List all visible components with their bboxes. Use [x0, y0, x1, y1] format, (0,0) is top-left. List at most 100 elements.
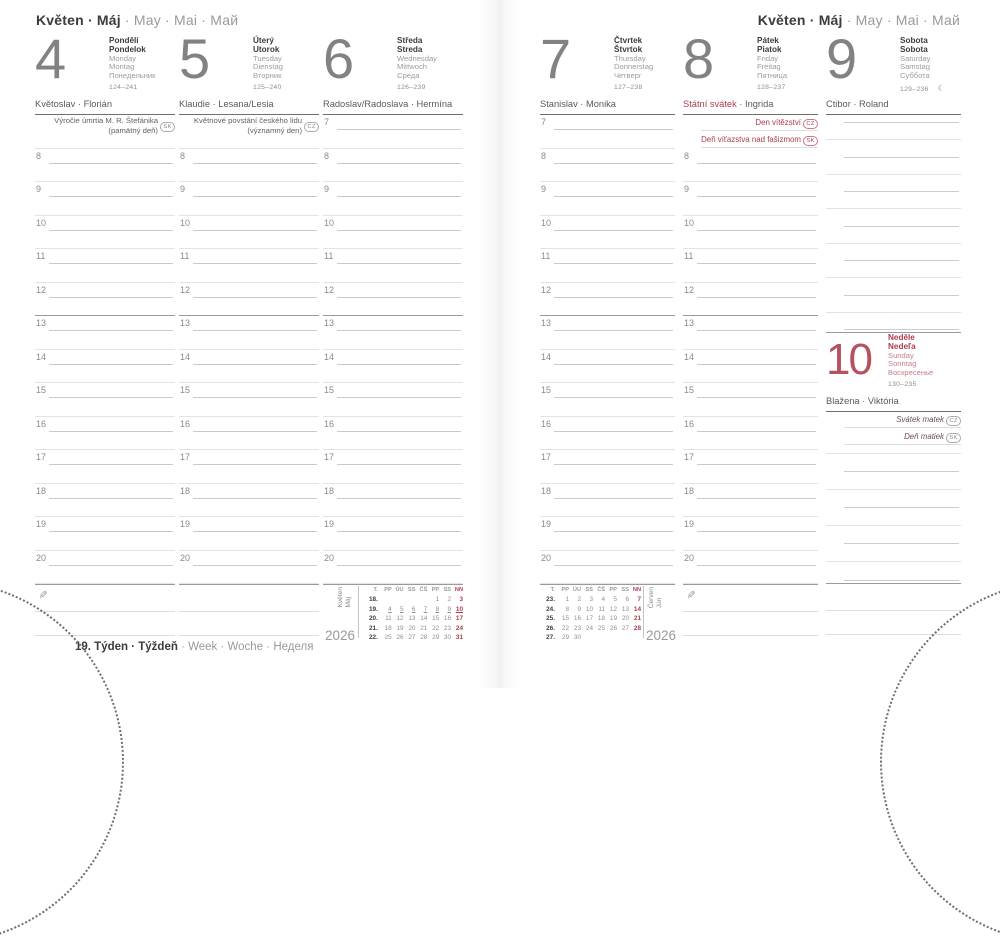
day-name-bold: Pondelok	[109, 44, 146, 54]
month-header-bold: Květen · Máj	[757, 12, 843, 28]
week-row: 21. 18 19 20 21 22 23 24	[364, 624, 463, 633]
day-header: 6 Středa Streda Wednesday Mittwoch Среда 126–2…	[323, 28, 463, 98]
holiday-note-line: Květnové povstání českého lidu	[193, 116, 302, 125]
writing-line	[844, 294, 959, 296]
half-hour-line	[35, 382, 175, 383]
calendar-day: 19	[609, 615, 617, 623]
calendar-day: 21	[420, 624, 428, 632]
writing-line	[337, 296, 461, 298]
hour-slot-20: 20	[683, 551, 818, 584]
hour-label: 12	[36, 284, 47, 295]
midday-divider	[323, 315, 463, 316]
writing-line	[826, 173, 961, 175]
hour-slot-18: 18	[683, 484, 818, 517]
hour-label: 17	[36, 452, 47, 462]
hour-label: 11	[36, 251, 46, 261]
day-columns-left: 4 Pondělí Pondelok Monday Montag Понедельник 1…	[35, 28, 463, 643]
nameday-names: Ctibor · Roland	[826, 99, 889, 109]
hour-slot-10: 10	[35, 216, 175, 249]
calendar-day: 19	[396, 624, 404, 632]
day-name-translation: Donnerstag	[614, 62, 654, 72]
hour-slot-16: 16	[35, 417, 175, 450]
namedays-row: Klaudie · Lesana/Lesia	[179, 98, 319, 115]
calendar-day: 27	[621, 624, 629, 632]
week-label-translations: · Week · Woche · Неделя	[177, 641, 314, 653]
week-number: 22.	[368, 634, 378, 642]
calendar-day: 12	[609, 605, 617, 613]
calendar-day: 13	[408, 615, 416, 623]
hour-slot-15: 15	[179, 383, 319, 417]
writing-line	[193, 564, 317, 566]
day-of-year: 129–236 ☾	[900, 82, 946, 93]
half-hour-line	[35, 181, 175, 182]
notes-line	[683, 635, 818, 636]
writing-line	[826, 488, 961, 490]
calendar-day: 14	[633, 605, 641, 613]
week-row: 18. 1 2 3	[364, 595, 463, 604]
hour-label: 20	[324, 552, 335, 563]
calendar-day: 5	[400, 605, 404, 613]
writing-line	[697, 162, 816, 164]
week-row: 23. 1 2 3 4 5 6 7	[541, 595, 641, 604]
mini-calendar-month-label: Květen Máj	[337, 587, 353, 608]
writing-line	[554, 430, 673, 432]
mini-calendar: Červen Jún 2026 T. PP ÚU SS ČŠ PP SS NN 23. 1 2 3 4 5 6 7 2…	[540, 585, 676, 643]
day-name-translation: Понедельник	[109, 71, 156, 81]
hour-label: 11	[541, 251, 551, 261]
hour-slot-12: 12	[540, 283, 675, 316]
writing-line	[193, 397, 317, 398]
hour-label: 13	[324, 318, 335, 328]
namedays-row: Stanislav · Monika	[540, 98, 675, 115]
week-number: 20.	[368, 615, 378, 623]
hour-slot-13: 13	[323, 316, 463, 350]
half-hour-line	[35, 214, 175, 216]
section-divider	[323, 584, 463, 585]
hour-slot-13: 13	[179, 316, 319, 350]
day-of-year: 130–235	[888, 380, 917, 388]
hour-grid: Výročie úmrtia M. R. Štefánika (pamätný d…	[35, 115, 175, 584]
writing-line	[193, 296, 317, 298]
half-hour-line	[35, 281, 175, 283]
month-header-left: Květen · Máj · May · Mai · Май	[36, 12, 238, 28]
calendar-day	[629, 633, 641, 642]
hour-slot-8: 8	[540, 149, 675, 182]
writing-line	[49, 397, 173, 398]
half-hour-line	[179, 449, 319, 450]
calendar-day: 31	[455, 634, 463, 642]
writing-line	[697, 464, 816, 465]
calendar-day: 25	[384, 634, 392, 642]
hour-slot-19: 19	[179, 517, 319, 551]
half-hour-line	[323, 147, 463, 149]
day-name-bold: Utorok	[253, 44, 280, 54]
calendar-day: 27	[408, 634, 416, 642]
hour-slot-10: 10	[323, 216, 463, 249]
writing-line	[826, 452, 961, 454]
calendar-day: 3	[459, 596, 463, 604]
section-divider	[540, 584, 675, 585]
writing-line	[554, 564, 673, 566]
hour-label: 8	[180, 150, 186, 161]
calendar-day: 11	[385, 615, 392, 623]
writing-line	[697, 531, 816, 532]
hour-slot-18: 18	[179, 484, 319, 517]
hour-slot-14: 14	[323, 350, 463, 383]
sunday-notes: Svátek matek CZ Deň matiek SK	[826, 412, 961, 446]
namedays-row: Radoslav/Radoslava · Hermína	[323, 98, 463, 115]
hour-slot-11: 11	[323, 249, 463, 283]
notes-line	[179, 635, 319, 636]
writing-line	[844, 470, 959, 472]
writing-line	[49, 196, 173, 197]
hour-slot-8: 8	[683, 149, 818, 182]
half-hour-line	[323, 449, 463, 450]
calendar-day: 10	[585, 605, 593, 613]
country-badge: SK	[160, 122, 175, 132]
writing-line	[844, 329, 959, 330]
calendar-day: 15	[561, 615, 569, 623]
midday-divider	[540, 315, 675, 316]
hour-label: 13	[684, 318, 695, 328]
calendar-day: 24	[585, 624, 593, 632]
writing-line	[826, 525, 961, 527]
day-of-year: 126–239	[397, 83, 426, 91]
day-number: 4	[35, 27, 66, 90]
hour-label: 15	[541, 385, 552, 395]
